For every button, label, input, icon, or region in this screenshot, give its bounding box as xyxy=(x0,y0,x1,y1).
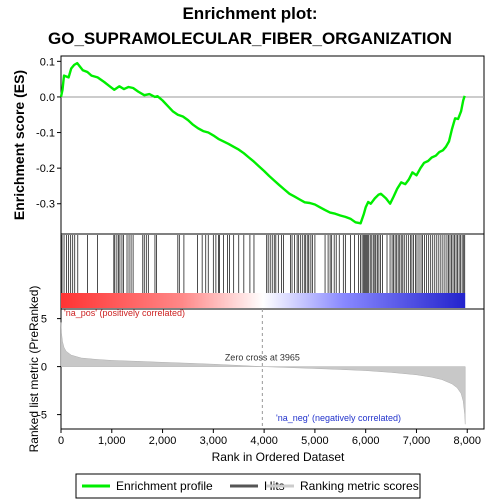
rank-x-tick-label: 0 xyxy=(58,435,64,447)
es-y-tick-label: 0.1 xyxy=(40,56,55,68)
hit-lines xyxy=(61,235,466,293)
rank-y-axis-label: Ranked list metric (PreRanked) xyxy=(27,286,41,453)
es-y-ticks: -0.3 -0.2 -0.1 0.0 0.1 xyxy=(36,56,61,211)
rank-y-tick-label: 0 xyxy=(41,362,47,374)
chart-title-line2: GO_SUPRAMOLECULAR_FIBER_ORGANIZATION xyxy=(48,29,452,48)
rank-x-tick-label: 3,000 xyxy=(200,435,228,447)
rank-x-tick-label: 7,000 xyxy=(403,435,431,447)
rank-x-ticks: 0 1,000 2,000 3,000 4,000 5,000 6,000 7,000 8,00… xyxy=(58,429,481,447)
pos-correlated-label: 'na_pos' (positively correlated) xyxy=(64,308,185,318)
rank-x-tick-label: 6,000 xyxy=(352,435,380,447)
ranked-metric-panel: Zero cross at 3965 'na_pos' (positively … xyxy=(27,286,485,464)
hits-panel xyxy=(60,233,485,310)
rank-x-tick-label: 5,000 xyxy=(301,435,329,447)
legend-frame xyxy=(75,473,421,499)
rank-y-tick-label: -5 xyxy=(37,410,47,422)
ranking-metric-area xyxy=(60,322,466,425)
chart-title-line1: Enrichment plot: xyxy=(182,4,317,23)
rank-x-tick-label: 4,000 xyxy=(250,435,278,447)
enrichment-profile-line xyxy=(59,61,466,225)
rank-x-axis-label: Rank in Ordered Dataset xyxy=(212,450,345,464)
neg-correlated-label: 'na_neg' (negatively correlated) xyxy=(276,413,401,423)
zero-cross-label: Zero cross at 3965 xyxy=(225,353,300,363)
rank-x-tick-label: 2,000 xyxy=(149,435,177,447)
es-plot-frame xyxy=(60,55,485,235)
rank-y-tick-label: 5 xyxy=(41,314,47,326)
legend-ranking-label: Ranking metric scores xyxy=(300,479,419,493)
rank-y-ticks: -5 0 5 xyxy=(37,314,61,422)
es-y-tick-label: -0.1 xyxy=(36,128,55,140)
enrichment-score-panel: -0.3 -0.2 -0.1 0.0 0.1 Enrichment score (ES) xyxy=(11,55,485,235)
es-y-tick-label: -0.2 xyxy=(36,163,55,175)
legend: Enrichment profile Hits Ranking metric s… xyxy=(75,473,421,499)
rank-x-tick-label: 8,000 xyxy=(453,435,481,447)
rank-x-tick-label: 1,000 xyxy=(98,435,126,447)
es-y-axis-label: Enrichment score (ES) xyxy=(11,70,27,220)
es-y-tick-label: -0.3 xyxy=(36,199,55,211)
rank-color-bar xyxy=(61,293,466,308)
legend-enrichment-label: Enrichment profile xyxy=(116,479,213,493)
es-y-tick-label: 0.0 xyxy=(40,92,55,104)
